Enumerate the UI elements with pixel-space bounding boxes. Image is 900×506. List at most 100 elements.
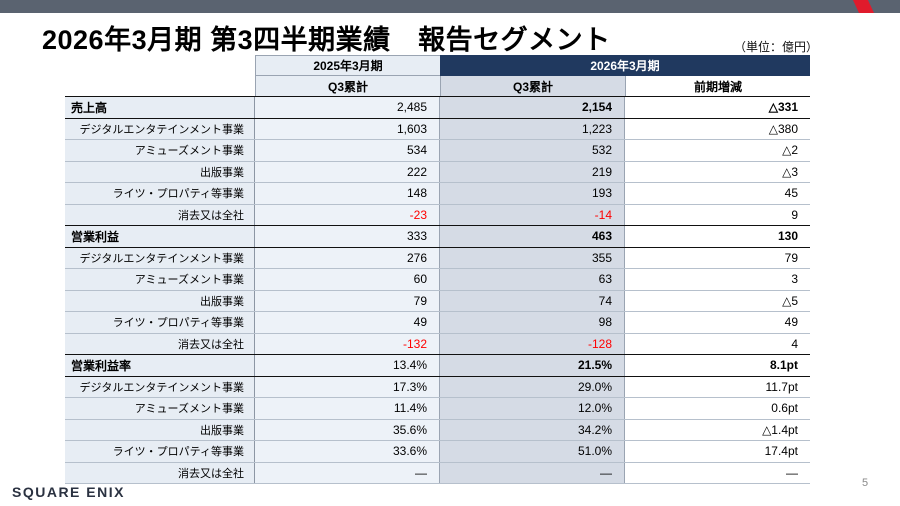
fy2025-q3-value: -132 <box>255 333 440 354</box>
yoy-change-value: 49 <box>625 312 810 333</box>
yoy-change-value: △331 <box>625 97 810 118</box>
yoy-change-value: 8.1pt <box>625 355 810 376</box>
red-accent-stripe <box>852 0 875 13</box>
segment-label: 営業利益 <box>65 226 255 247</box>
yoy-change-value: 45 <box>625 183 810 204</box>
fy2026-q3-value: 74 <box>440 290 625 311</box>
header-q3-fy2025: Q3累計 <box>255 76 440 96</box>
table-row: ライツ・プロパティ等事業 148 193 45 <box>65 183 810 205</box>
header-q3-fy2026: Q3累計 <box>440 76 625 96</box>
page-number: 5 <box>862 477 869 489</box>
segment-label: 消去又は全社 <box>65 204 255 225</box>
segment-label: 出版事業 <box>65 161 255 182</box>
header-spacer <box>65 55 255 76</box>
fy2025-q3-value: 33.6% <box>255 441 440 462</box>
segment-label: デジタルエンタテインメント事業 <box>65 247 255 268</box>
table-row-eliminations: 消去又は全社 -23 -14 9 <box>65 204 810 226</box>
yoy-change-value: △1.4pt <box>625 419 810 440</box>
fy2025-q3-value: -23 <box>255 204 440 225</box>
table-row: 出版事業 35.6% 34.2% △1.4pt <box>65 419 810 441</box>
yoy-change-value: △5 <box>625 290 810 311</box>
yoy-change-value: 11.7pt <box>625 376 810 397</box>
fy2026-q3-value: 193 <box>440 183 625 204</box>
table-row: アミューズメント事業 11.4% 12.0% 0.6pt <box>65 398 810 420</box>
segment-label: 出版事業 <box>65 419 255 440</box>
yoy-change-value: 0.6pt <box>625 398 810 419</box>
table-row: アミューズメント事業 60 63 3 <box>65 269 810 291</box>
table-header-row-columns: Q3累計 Q3累計 前期増減 <box>65 76 810 97</box>
segment-label: 出版事業 <box>65 290 255 311</box>
yoy-change-value: 79 <box>625 247 810 268</box>
segment-results-table: 2025年3月期 2026年3月期 Q3累計 Q3累計 前期増減 売上高 2,4… <box>65 55 810 484</box>
fy2025-q3-value: 148 <box>255 183 440 204</box>
segment-label: ライツ・プロパティ等事業 <box>65 441 255 462</box>
fy2026-q3-value: 21.5% <box>440 355 625 376</box>
yoy-change-value: 4 <box>625 333 810 354</box>
fy2026-q3-value: 12.0% <box>440 398 625 419</box>
table-row-eliminations: 消去又は全社 — — — <box>65 462 810 484</box>
fy2025-q3-value: 17.3% <box>255 376 440 397</box>
header-fy2025: 2025年3月期 <box>255 55 440 76</box>
fy2025-q3-value: 1,603 <box>255 118 440 139</box>
header-fy2026: 2026年3月期 <box>440 55 810 76</box>
fy2025-q3-value: 2,485 <box>255 97 440 118</box>
fy2026-q3-value: 51.0% <box>440 441 625 462</box>
fy2026-q3-value: 63 <box>440 269 625 290</box>
table-row: デジタルエンタテインメント事業 276 355 79 <box>65 247 810 269</box>
page-title: 2026年3月期 第3四半期業績 報告セグメント <box>42 25 611 55</box>
segment-label: 消去又は全社 <box>65 462 255 483</box>
segment-label: アミューズメント事業 <box>65 269 255 290</box>
fy2026-q3-value: 355 <box>440 247 625 268</box>
fy2025-q3-value: — <box>255 462 440 483</box>
fy2025-q3-value: 222 <box>255 161 440 182</box>
yoy-change-value: △2 <box>625 140 810 161</box>
yoy-change-value: △380 <box>625 118 810 139</box>
segment-label: ライツ・プロパティ等事業 <box>65 183 255 204</box>
table-row: 出版事業 79 74 △5 <box>65 290 810 312</box>
unit-note: （単位：億円） <box>733 40 818 54</box>
fy2025-q3-value: 49 <box>255 312 440 333</box>
header-yoy-change: 前期増減 <box>625 76 810 96</box>
yoy-change-value: 3 <box>625 269 810 290</box>
table-row-net-sales: 売上高 2,485 2,154 △331 <box>65 97 810 119</box>
square-enix-logo: SQUARE ENIX <box>12 484 125 500</box>
table-row-eliminations: 消去又は全社 -132 -128 4 <box>65 333 810 355</box>
segment-label: 消去又は全社 <box>65 333 255 354</box>
yoy-change-value: — <box>625 462 810 483</box>
fy2026-q3-value: 1,223 <box>440 118 625 139</box>
fy2026-q3-value: 532 <box>440 140 625 161</box>
fy2026-q3-value: 2,154 <box>440 97 625 118</box>
table-row: ライツ・プロパティ等事業 33.6% 51.0% 17.4pt <box>65 441 810 463</box>
fy2026-q3-value: — <box>440 462 625 483</box>
fy2026-q3-value: -14 <box>440 204 625 225</box>
fy2026-q3-value: 98 <box>440 312 625 333</box>
table-row-operating-margin: 営業利益率 13.4% 21.5% 8.1pt <box>65 355 810 377</box>
fy2026-q3-value: 34.2% <box>440 419 625 440</box>
segment-label: デジタルエンタテインメント事業 <box>65 118 255 139</box>
table-header-row-fiscal-year: 2025年3月期 2026年3月期 <box>65 55 810 76</box>
fy2025-q3-value: 534 <box>255 140 440 161</box>
fy2026-q3-value: 29.0% <box>440 376 625 397</box>
table-row: デジタルエンタテインメント事業 17.3% 29.0% 11.7pt <box>65 376 810 398</box>
yoy-change-value: 17.4pt <box>625 441 810 462</box>
segment-label: 売上高 <box>65 97 255 118</box>
fy2025-q3-value: 276 <box>255 247 440 268</box>
yoy-change-value: 9 <box>625 204 810 225</box>
table-row: デジタルエンタテインメント事業 1,603 1,223 △380 <box>65 118 810 140</box>
segment-label: アミューズメント事業 <box>65 140 255 161</box>
fy2025-q3-value: 13.4% <box>255 355 440 376</box>
fy2025-q3-value: 60 <box>255 269 440 290</box>
segment-label: アミューズメント事業 <box>65 398 255 419</box>
yoy-change-value: △3 <box>625 161 810 182</box>
header-spacer <box>65 76 255 96</box>
segment-label: 営業利益率 <box>65 355 255 376</box>
segment-label: デジタルエンタテインメント事業 <box>65 376 255 397</box>
top-bar <box>0 0 900 13</box>
fy2026-q3-value: 463 <box>440 226 625 247</box>
fy2025-q3-value: 79 <box>255 290 440 311</box>
fy2026-q3-value: 219 <box>440 161 625 182</box>
fy2025-q3-value: 11.4% <box>255 398 440 419</box>
fy2026-q3-value: -128 <box>440 333 625 354</box>
table-row: 出版事業 222 219 △3 <box>65 161 810 183</box>
